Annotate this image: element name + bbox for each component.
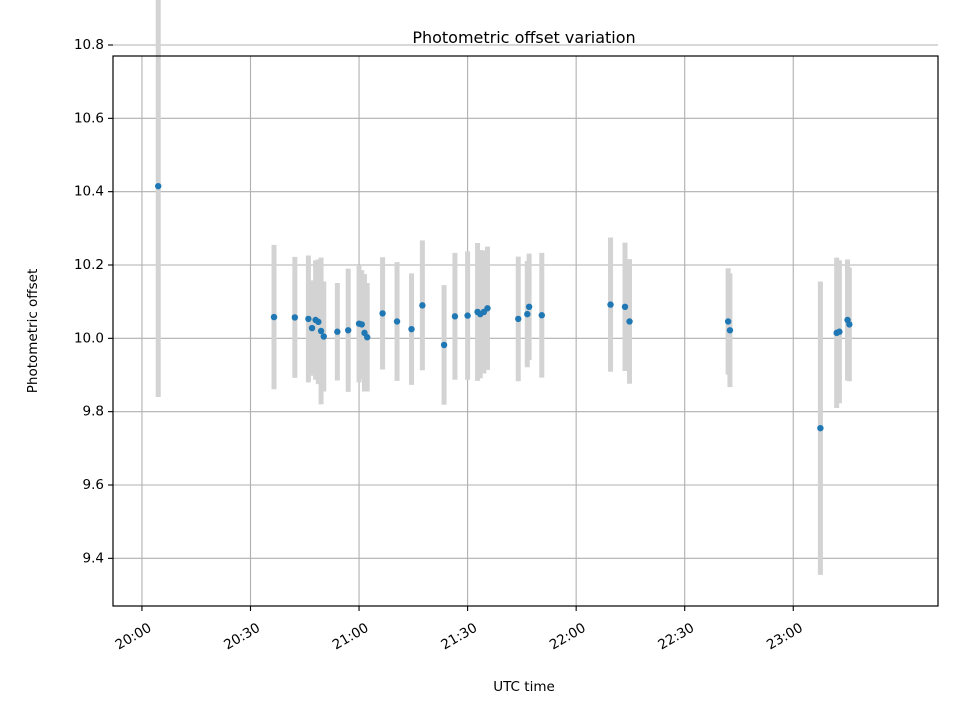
x-axis-label: UTC time	[493, 679, 555, 695]
data-point	[846, 321, 853, 328]
y-tick-label: 10.4	[74, 184, 104, 200]
data-point	[305, 315, 312, 323]
y-tick-label: 9.6	[83, 477, 104, 493]
data-point	[344, 327, 352, 334]
data-point	[270, 313, 278, 321]
data-point	[626, 318, 633, 325]
data-point	[393, 318, 401, 325]
data-point	[440, 341, 448, 349]
grid	[113, 44, 938, 606]
x-tick-label: 22:30	[655, 620, 697, 653]
data-point	[317, 327, 325, 335]
y-tick-label: 9.8	[83, 404, 104, 420]
data-point	[836, 328, 843, 335]
data-point	[484, 305, 491, 312]
data-point	[726, 327, 734, 334]
x-tick-label: 21:00	[330, 620, 372, 653]
data-point	[308, 324, 316, 332]
data-point	[358, 321, 365, 328]
y-tick-label: 10.2	[74, 257, 104, 273]
data-point	[538, 312, 545, 319]
y-tick-label: 10.6	[74, 110, 104, 126]
data-point	[607, 301, 614, 308]
chart-title: Photometric offset variation	[412, 28, 635, 47]
data-point	[291, 314, 299, 321]
plot-area-frame	[112, 55, 939, 607]
x-tick-label: 21:30	[438, 620, 480, 653]
error-bars	[155, 0, 852, 575]
x-tick-label: 20:00	[113, 620, 155, 653]
data-point	[315, 318, 322, 326]
data-point	[515, 315, 522, 323]
data-point	[451, 313, 459, 320]
y-tick-label: 10.8	[74, 37, 104, 53]
x-tick-label: 22:00	[547, 620, 589, 653]
data-point	[155, 182, 162, 190]
data-point	[334, 328, 341, 335]
axis-ticks: 20:00 20:30 21:00 21:30 22:00 22:30 23:00 9.4 9.…	[74, 37, 806, 653]
data-points	[155, 182, 853, 432]
y-axis-label: Photometric offset	[25, 269, 41, 393]
data-point	[524, 310, 531, 318]
y-tick-label: 9.4	[83, 550, 104, 566]
data-point	[379, 310, 386, 317]
x-tick-label: 20:30	[221, 620, 263, 653]
data-point	[419, 302, 426, 309]
y-tick-label: 10.0	[74, 330, 104, 346]
data-point	[621, 303, 629, 310]
data-point	[320, 333, 327, 340]
data-point	[408, 325, 415, 333]
data-point	[817, 424, 824, 432]
x-tick-label: 23:00	[764, 620, 806, 653]
data-point	[363, 334, 371, 341]
data-point	[525, 303, 533, 310]
data-point	[724, 318, 732, 325]
data-point	[464, 312, 471, 319]
